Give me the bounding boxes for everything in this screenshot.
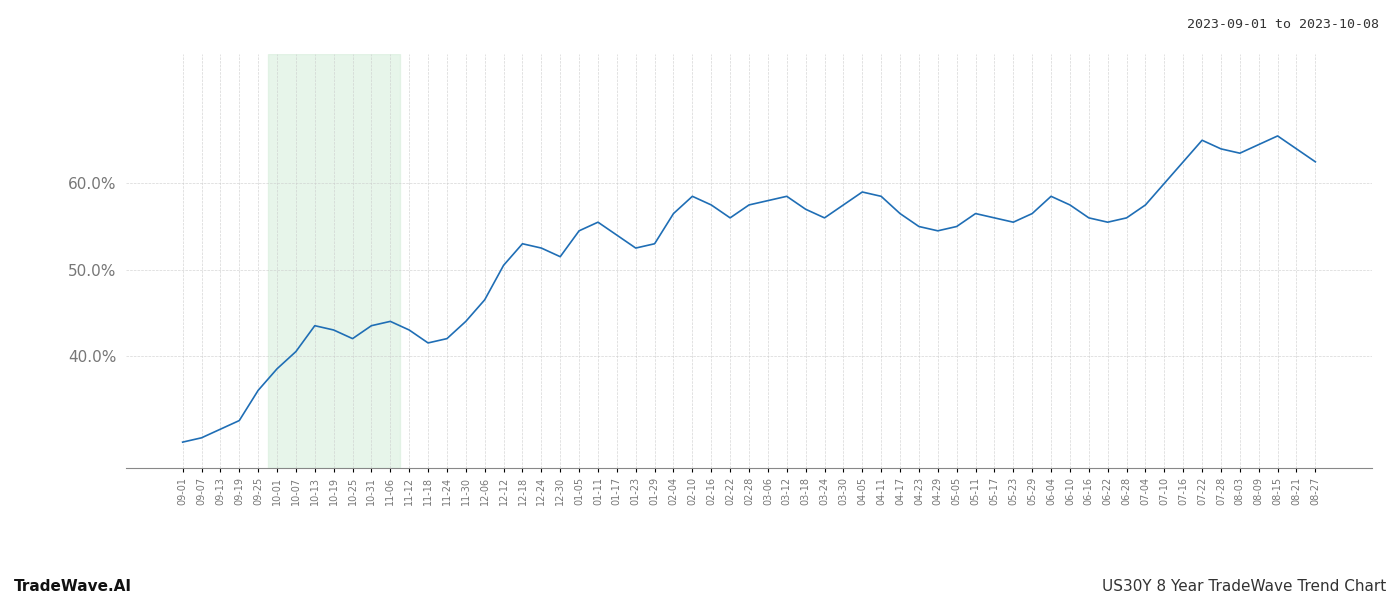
Text: 2023-09-01 to 2023-10-08: 2023-09-01 to 2023-10-08 (1187, 18, 1379, 31)
Bar (267, 54, 400, 468)
Text: US30Y 8 Year TradeWave Trend Chart: US30Y 8 Year TradeWave Trend Chart (1102, 579, 1386, 594)
Text: TradeWave.AI: TradeWave.AI (14, 579, 132, 594)
